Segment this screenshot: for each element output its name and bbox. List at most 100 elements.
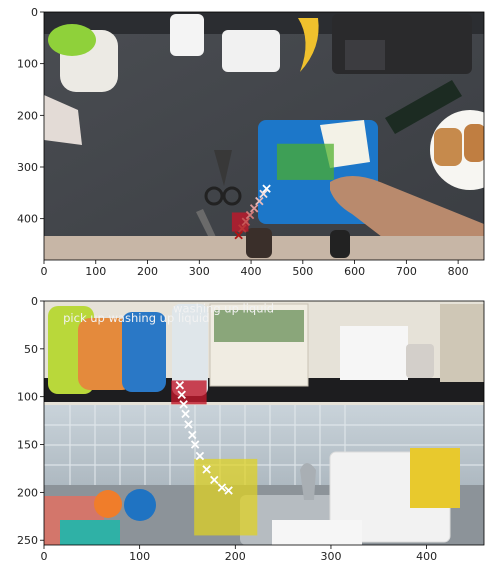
y-tick-label: 200: [17, 109, 38, 122]
y-tick: 0: [31, 295, 44, 308]
panel-2-frame: [43, 300, 485, 546]
washing-up-bottle: [172, 304, 208, 396]
x-tick: 300: [189, 260, 210, 278]
x-tick: 500: [292, 260, 313, 278]
y-tick: 300: [17, 161, 44, 174]
panel-2-y-axis: 0 50 100 150 200 250: [17, 295, 44, 547]
panel-1-overlay: [231, 143, 334, 240]
trajectory-marker: [210, 475, 219, 485]
trajectory-marker: [202, 465, 211, 474]
towel: [44, 95, 82, 145]
x-tick: 600: [344, 260, 365, 278]
x-tick-label: 500: [292, 265, 313, 278]
trajectory-marker: [259, 189, 268, 199]
blender-top: [48, 24, 96, 56]
y-tick: 400: [17, 213, 44, 226]
y-tick: 50: [24, 343, 44, 356]
panel-1-x-axis: 0 100 200 300 400 500 600 700 800: [41, 260, 469, 278]
panel-2-x-axis: 0 100 200 300 400: [41, 545, 437, 563]
y-tick: 100: [17, 58, 44, 71]
y-tick-label: 100: [17, 58, 38, 71]
orange-tub: [78, 318, 134, 390]
trajectory-marker: [224, 486, 233, 495]
trajectory-marker: [245, 210, 255, 220]
tissue-box: [340, 326, 408, 380]
panel-1-y-axis: 0 100 200 300 400: [17, 6, 44, 226]
region-target: [194, 458, 258, 536]
y-tick: 200: [17, 109, 44, 122]
y-tick: 250: [17, 534, 44, 547]
y-tick-label: 150: [17, 439, 38, 452]
x-tick-label: 200: [225, 550, 246, 563]
x-tick-label: 400: [241, 265, 262, 278]
y-tick-label: 300: [17, 161, 38, 174]
trajectory-marker: [217, 483, 227, 492]
y-tick-label: 200: [17, 486, 38, 499]
trajectory-marker: [262, 184, 271, 193]
x-tick-label: 100: [85, 265, 106, 278]
x-tick-label: 200: [137, 265, 158, 278]
tub: [222, 30, 280, 72]
x-tick-label: 800: [448, 265, 469, 278]
region-start: [171, 380, 207, 405]
trajectory-marker: [181, 409, 190, 419]
region-target: [276, 143, 334, 180]
x-tick-label: 400: [416, 550, 437, 563]
x-tick: 100: [129, 545, 150, 563]
bananas: [298, 18, 319, 72]
panel-1-frame: [43, 11, 485, 261]
y-tick: 200: [17, 486, 44, 499]
y-tick-label: 50: [24, 343, 38, 356]
x-tick-label: 0: [41, 265, 48, 278]
x-tick: 100: [85, 260, 106, 278]
yellow-glove: [410, 448, 460, 508]
x-tick-label: 700: [396, 265, 417, 278]
x-tick: 0: [41, 545, 48, 563]
annotation-label: washing up liquid: [173, 302, 274, 316]
blue-tub: [122, 312, 166, 392]
y-tick-label: 400: [17, 213, 38, 226]
trajectory-marker: [179, 400, 188, 409]
annotation-label: pick up washing up liquid: [63, 311, 209, 325]
x-tick-label: 100: [129, 550, 150, 563]
x-tick-label: 600: [344, 265, 365, 278]
y-tick-label: 0: [31, 295, 38, 308]
y-tick-label: 100: [17, 391, 38, 404]
trajectory-marker: [175, 380, 185, 390]
trajectory-marker: [195, 451, 205, 461]
x-tick: 200: [137, 260, 158, 278]
trajectory-marker: [255, 196, 264, 206]
scissors: [214, 150, 232, 186]
panel-2-photo: [44, 301, 484, 545]
panel-2-overlay: [171, 380, 258, 536]
trajectory-marker: [249, 204, 259, 213]
panel-1-photo: [44, 12, 484, 260]
x-tick-label: 300: [189, 265, 210, 278]
x-tick-label: 0: [41, 550, 48, 563]
trajectory-marker: [184, 420, 193, 429]
mug: [170, 14, 204, 56]
x-tick: 400: [416, 545, 437, 563]
trajectory-marker: [234, 230, 243, 240]
trajectory-marker: [188, 430, 197, 440]
x-tick: 0: [41, 260, 48, 278]
trajectory-marker: [241, 217, 251, 227]
y-tick-label: 0: [31, 6, 38, 19]
y-tick: 150: [17, 439, 44, 452]
x-tick: 300: [320, 545, 341, 563]
y-tick: 100: [17, 391, 44, 404]
panel-1: 0 100 200 300 400 500 600 700 800 0 100 200 300 400: [17, 6, 485, 278]
oil-bottle: [385, 80, 462, 134]
x-tick: 400: [241, 260, 262, 278]
y-tick-label: 250: [17, 534, 38, 547]
trajectory-marker: [190, 440, 200, 449]
x-tick-label: 300: [320, 550, 341, 563]
trajectory-marker: [238, 224, 247, 233]
x-tick: 200: [225, 545, 246, 563]
tap: [300, 463, 316, 500]
x-tick: 800: [448, 260, 469, 278]
y-tick: 0: [31, 6, 44, 19]
